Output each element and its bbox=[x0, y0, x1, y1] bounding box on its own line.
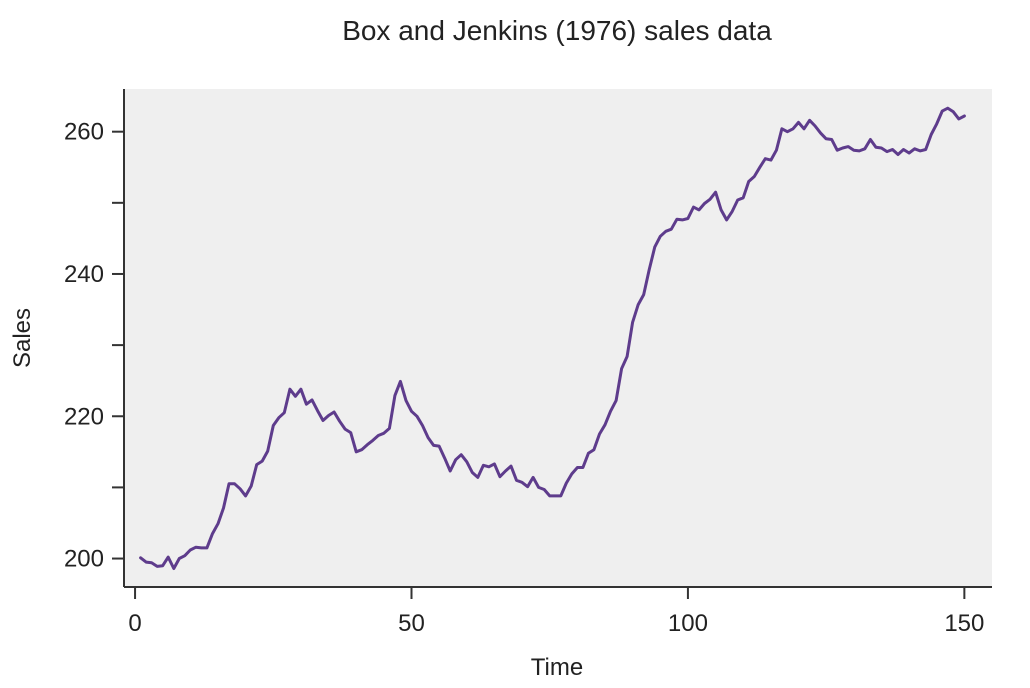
x-tick-label: 50 bbox=[398, 610, 425, 637]
y-ticks: 200 220 240 260 bbox=[64, 119, 124, 573]
chart-title: Box and Jenkins (1976) sales data bbox=[342, 15, 772, 46]
plot-area bbox=[124, 89, 992, 587]
x-tick-label: 150 bbox=[944, 610, 984, 637]
y-tick-label: 240 bbox=[64, 261, 104, 288]
y-axis-label: Sales bbox=[9, 308, 36, 368]
x-axis: 0 50 100 150 bbox=[124, 586, 992, 637]
x-axis-label: Time bbox=[531, 654, 583, 681]
x-ticks: 0 50 100 150 bbox=[128, 587, 984, 637]
y-tick-label: 200 bbox=[64, 546, 104, 573]
y-tick-label: 260 bbox=[64, 119, 104, 146]
x-tick-label: 0 bbox=[128, 610, 141, 637]
y-tick-label: 220 bbox=[64, 403, 104, 430]
x-tick-label: 100 bbox=[668, 610, 708, 637]
sales-series-line bbox=[139, 106, 966, 570]
y-axis: 200 220 240 260 bbox=[64, 89, 125, 587]
